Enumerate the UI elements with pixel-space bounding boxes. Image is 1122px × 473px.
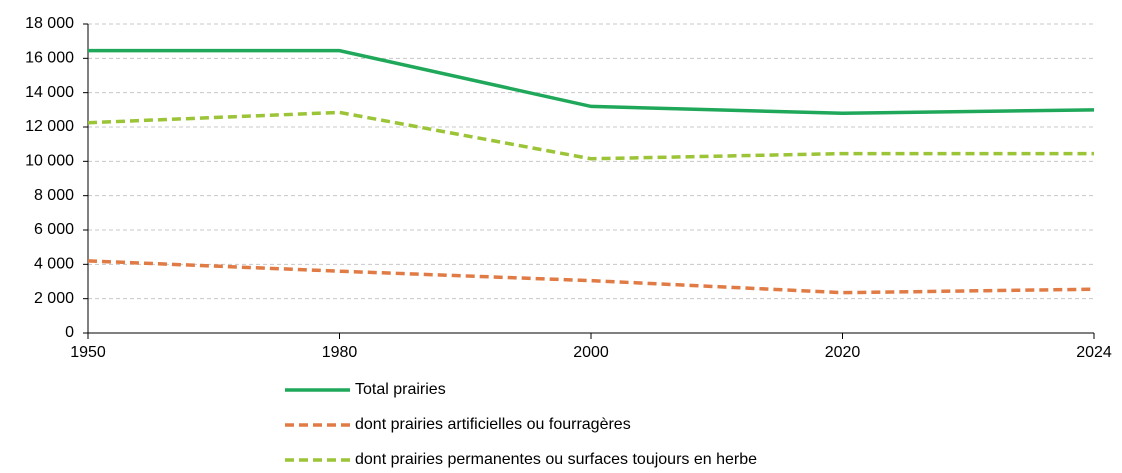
x-tick-label: 2000 <box>573 344 609 361</box>
legend-label: dont prairies permanentes ou surfaces to… <box>355 451 757 468</box>
x-tick-label: 2024 <box>1076 344 1112 361</box>
legend-label: dont prairies artificielles ou fourragèr… <box>355 416 631 433</box>
y-tick-label: 16 000 <box>25 50 74 67</box>
series-line <box>87 259 1095 295</box>
x-tick-label: 1980 <box>322 344 358 361</box>
y-tick-label: 12 000 <box>25 118 74 135</box>
y-tick-label: 10 000 <box>25 153 74 170</box>
series-line <box>87 110 1094 161</box>
x-tick-label: 2020 <box>825 344 861 361</box>
y-tick-label: 6 000 <box>34 221 74 238</box>
y-tick-label: 18 000 <box>25 15 74 32</box>
series-line <box>88 48 1095 116</box>
y-tick-label: 4 000 <box>34 256 74 273</box>
y-tick-label: 14 000 <box>25 84 74 101</box>
y-tick-label: 8 000 <box>34 187 74 204</box>
x-tick-label: 1950 <box>70 344 106 361</box>
y-tick-label: 0 <box>65 324 74 341</box>
y-tick-label: 2 000 <box>34 290 74 307</box>
legend-label: Total prairies <box>355 381 446 398</box>
